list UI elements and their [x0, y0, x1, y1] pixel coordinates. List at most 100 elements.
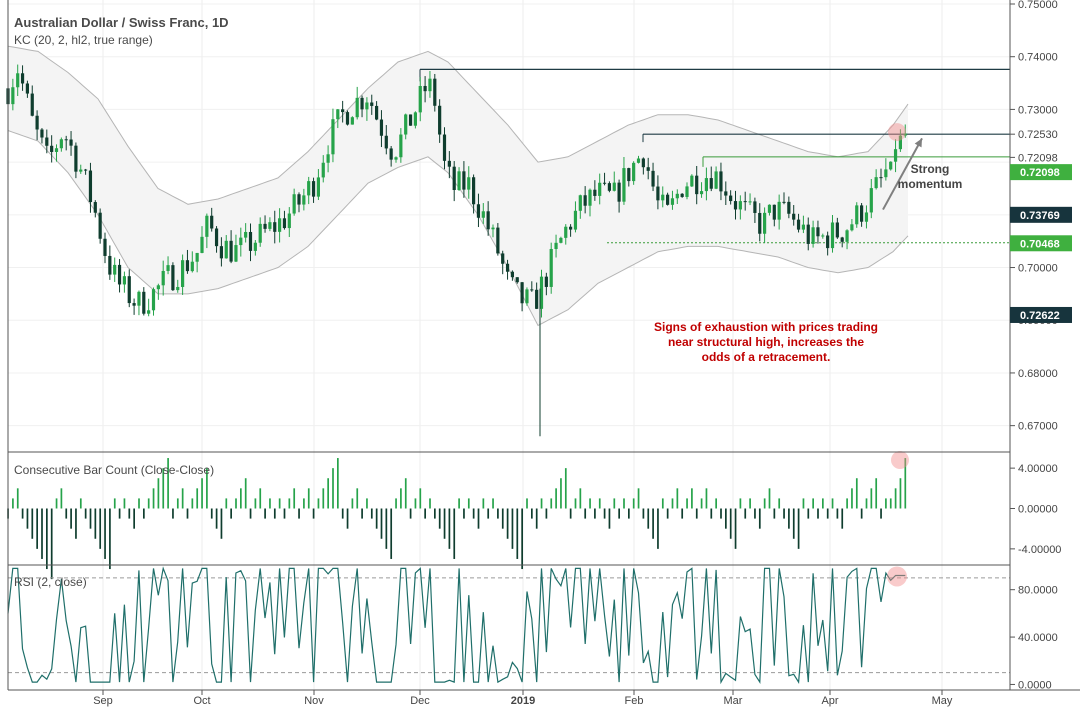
candle-body — [860, 205, 864, 222]
cbc-bar — [36, 508, 38, 549]
price-tick-label: 0.75000 — [1018, 0, 1058, 11]
candle-body — [384, 135, 388, 149]
candle-body — [239, 237, 243, 246]
cbc-bar — [632, 498, 635, 509]
candle-body — [375, 105, 379, 120]
candle-body — [287, 213, 291, 229]
candle-body — [787, 201, 791, 214]
cbc-bar — [172, 508, 174, 519]
candle-body — [670, 198, 675, 205]
cbc-bar — [419, 488, 422, 509]
cbc-bar — [152, 488, 155, 509]
cbc-bar — [477, 508, 480, 529]
candle-body — [370, 102, 374, 106]
price-tick-label: 0.68000 — [1018, 368, 1058, 380]
cbc-bar — [293, 488, 296, 509]
rsi-tick-label: 40.0000 — [1018, 632, 1058, 644]
cbc-bar — [807, 508, 810, 519]
cbc-bar — [288, 498, 291, 509]
candle-body — [394, 157, 398, 160]
cbc-bar — [99, 508, 102, 549]
candle-body — [505, 263, 510, 272]
cbc-bar — [691, 488, 693, 509]
candle-body — [185, 260, 190, 272]
candle-body — [675, 193, 679, 199]
cbc-bar — [240, 488, 242, 509]
price-tick-label: 0.70000 — [1018, 263, 1058, 275]
candle-body — [564, 226, 568, 238]
cbc-bar — [603, 508, 606, 519]
candle-body — [855, 205, 859, 225]
cbc-bar — [778, 498, 781, 509]
candle-body — [244, 231, 248, 238]
candle-body — [651, 170, 655, 187]
cbc-pane-label: Consecutive Bar Count (Close-Close) — [14, 463, 214, 477]
cbc-bar — [501, 508, 504, 529]
candle-body — [151, 289, 156, 311]
candle-body — [263, 223, 267, 229]
cbc-bar — [860, 508, 863, 519]
cbc-bar — [259, 488, 262, 509]
cbc-bar — [162, 468, 165, 509]
cbc-bar — [16, 488, 19, 509]
cbc-bar — [322, 488, 325, 509]
candle-body — [864, 212, 869, 222]
cbc-bar — [623, 498, 625, 509]
cbc-bar — [147, 498, 150, 509]
cbc-bar — [60, 488, 63, 509]
cbc-bar — [540, 498, 543, 509]
cbc-bar — [855, 478, 858, 509]
level-badge-label: 0.72098 — [1020, 167, 1060, 179]
candle-body — [161, 270, 165, 286]
exhaustion-annotation-line-1: Signs of exhaustion with prices trading — [654, 320, 878, 334]
cbc-bar — [642, 508, 645, 519]
candle-body — [632, 162, 636, 182]
cbc-bar — [458, 498, 460, 509]
candle-body — [559, 237, 563, 243]
candle-body — [481, 211, 485, 218]
cbc-bar — [123, 498, 126, 509]
cbc-bar — [637, 488, 640, 509]
cbc-bar — [768, 488, 771, 509]
cbc-bar — [739, 498, 742, 509]
cbc-bar — [385, 508, 388, 549]
time-tick-label: Feb — [625, 695, 644, 707]
indicator-label: KC (20, 2, hl2, true range) — [14, 33, 153, 47]
cbc-bar — [128, 508, 131, 519]
candle-body — [569, 226, 573, 230]
cbc-bar — [889, 498, 892, 509]
candle-body — [84, 169, 88, 171]
cbc-bar — [899, 478, 902, 509]
cbc-bar — [429, 498, 431, 509]
cbc-tick-label: 0.00000 — [1018, 504, 1058, 516]
candle-body — [884, 169, 888, 178]
candle-body — [360, 97, 364, 110]
cbc-bar — [569, 508, 572, 519]
candle-body — [889, 161, 893, 170]
cbc-bar — [113, 498, 116, 509]
candle-body — [331, 119, 335, 155]
candle-body — [898, 135, 902, 150]
cbc-bar — [254, 498, 257, 509]
cbc-bar — [225, 498, 228, 509]
candlesticks[interactable] — [6, 64, 907, 437]
candle-body — [530, 289, 534, 291]
cbc-bar — [463, 508, 465, 519]
candle-body — [74, 145, 78, 172]
candle-body — [35, 115, 39, 130]
cbc-bar — [579, 488, 582, 509]
cbc-bar — [715, 498, 717, 509]
candle-body — [593, 189, 597, 196]
candle-body — [88, 170, 93, 203]
candle-body — [729, 195, 733, 202]
cbc-bar — [725, 508, 727, 529]
cbc-bar — [138, 498, 140, 509]
candle-body — [525, 289, 529, 304]
candle-body — [588, 189, 592, 206]
candle-body — [612, 182, 616, 191]
candle-body — [190, 261, 194, 272]
candle-body — [515, 277, 519, 283]
candle-body — [661, 194, 665, 201]
cbc-bar — [613, 498, 616, 509]
candle-body — [234, 245, 238, 262]
